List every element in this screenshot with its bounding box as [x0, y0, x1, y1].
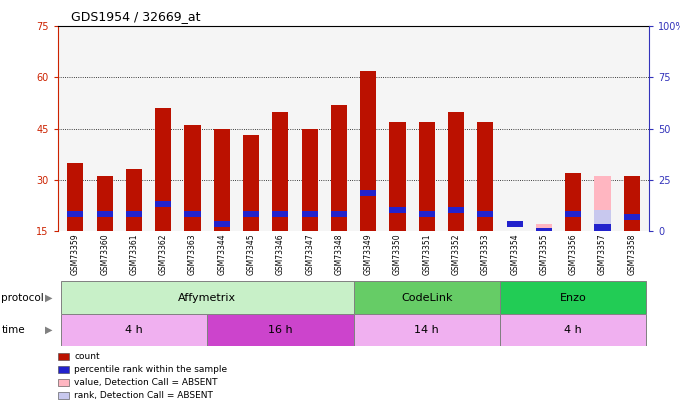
Text: GSM73352: GSM73352	[452, 233, 460, 275]
Text: GSM73356: GSM73356	[568, 233, 578, 275]
Text: GSM73348: GSM73348	[335, 233, 343, 275]
Text: 4 h: 4 h	[125, 325, 143, 335]
Bar	[243, 135, 259, 231]
Bar	[302, 129, 318, 231]
Bar	[500, 281, 647, 314]
Text: GSM73345: GSM73345	[247, 233, 256, 275]
Text: GSM73359: GSM73359	[71, 233, 80, 275]
Text: GSM73349: GSM73349	[364, 233, 373, 275]
Bar	[302, 211, 318, 217]
Text: percentile rank within the sample: percentile rank within the sample	[74, 365, 227, 374]
Text: rank, Detection Call = ABSENT: rank, Detection Call = ABSENT	[74, 391, 213, 400]
Bar	[207, 314, 354, 346]
Bar	[354, 314, 500, 346]
Bar	[500, 314, 647, 346]
Text: CodeLink: CodeLink	[401, 293, 453, 303]
Bar	[448, 207, 464, 213]
Text: GSM73360: GSM73360	[100, 233, 109, 275]
Bar	[155, 200, 171, 207]
Text: 14 h: 14 h	[414, 325, 439, 335]
Bar	[61, 314, 207, 346]
Bar	[214, 221, 230, 227]
Bar	[354, 281, 500, 314]
Bar	[536, 228, 552, 234]
Bar	[126, 169, 142, 231]
Text: time: time	[1, 325, 25, 335]
Bar	[594, 176, 611, 231]
Text: Affymetrix: Affymetrix	[178, 293, 236, 303]
Bar	[61, 281, 354, 314]
Bar	[272, 111, 288, 231]
Bar	[624, 176, 640, 231]
Text: Enzo: Enzo	[560, 293, 587, 303]
Bar	[390, 207, 405, 213]
Bar	[360, 70, 376, 231]
Bar	[360, 190, 376, 196]
Bar	[67, 163, 84, 231]
Bar	[97, 176, 113, 231]
Text: GSM73350: GSM73350	[393, 233, 402, 275]
Bar	[243, 211, 259, 217]
Bar	[477, 211, 494, 217]
Text: GSM73347: GSM73347	[305, 233, 314, 275]
Bar	[477, 122, 494, 231]
Bar	[67, 211, 84, 217]
Text: GSM73354: GSM73354	[510, 233, 519, 275]
Text: GSM73353: GSM73353	[481, 233, 490, 275]
Text: GSM73363: GSM73363	[188, 233, 197, 275]
Bar	[536, 224, 552, 231]
Bar	[419, 122, 435, 231]
Bar	[565, 173, 581, 231]
Text: ▶: ▶	[45, 325, 52, 335]
Text: 4 h: 4 h	[564, 325, 582, 335]
Bar	[565, 211, 581, 217]
Text: ▶: ▶	[45, 293, 52, 303]
Bar	[184, 211, 201, 217]
Bar	[390, 122, 405, 231]
Text: GSM73351: GSM73351	[422, 233, 431, 275]
Bar	[184, 125, 201, 231]
Text: GSM73362: GSM73362	[158, 233, 168, 275]
Bar	[594, 211, 611, 231]
Bar	[272, 211, 288, 217]
Text: GSM73358: GSM73358	[628, 233, 636, 275]
Bar	[419, 211, 435, 217]
Bar	[126, 211, 142, 217]
Text: GDS1954 / 32669_at: GDS1954 / 32669_at	[71, 10, 201, 23]
Bar	[97, 211, 113, 217]
Text: GSM73346: GSM73346	[276, 233, 285, 275]
Bar	[594, 224, 611, 230]
Text: 16 h: 16 h	[268, 325, 292, 335]
Bar	[331, 211, 347, 217]
Text: GSM73355: GSM73355	[539, 233, 549, 275]
Bar	[155, 108, 171, 231]
Bar	[507, 221, 523, 227]
Text: count: count	[74, 352, 100, 361]
Bar	[331, 105, 347, 231]
Bar	[448, 111, 464, 231]
Text: GSM73344: GSM73344	[218, 233, 226, 275]
Bar	[624, 214, 640, 220]
Text: GSM73357: GSM73357	[598, 233, 607, 275]
Bar	[214, 129, 230, 231]
Text: protocol: protocol	[1, 293, 44, 303]
Text: GSM73361: GSM73361	[129, 233, 139, 275]
Text: value, Detection Call = ABSENT: value, Detection Call = ABSENT	[74, 378, 218, 387]
